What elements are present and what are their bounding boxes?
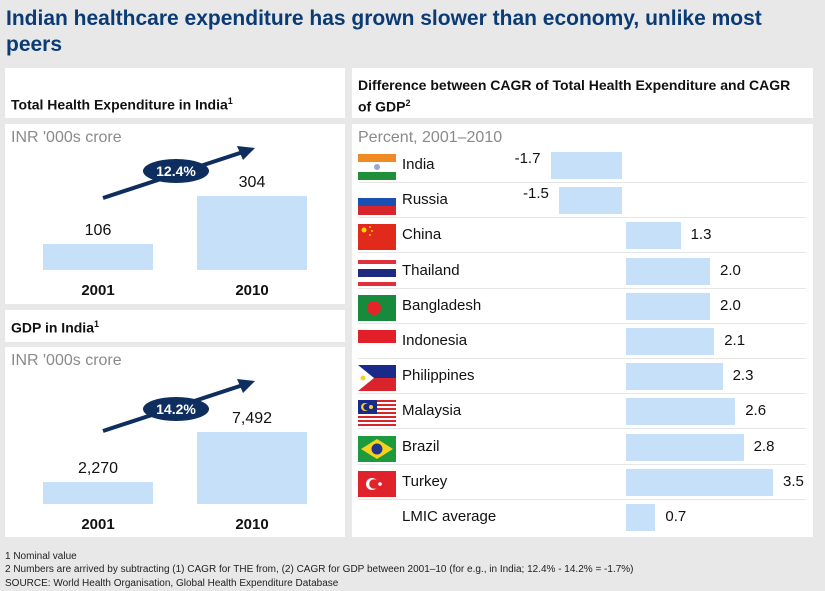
the-title-text: Total Health Expenditure in India [11,96,228,113]
footnote-ref: 1 [93,319,99,329]
gdp-title-text: GDP in India [11,319,94,336]
gdp-chart-title: GDP in India1 [11,319,99,336]
diff-bar [626,257,710,285]
the-chart-panel: INR '000s crore 12.4% 106 2001 304 2010 [5,124,345,304]
diff-bar [626,222,681,250]
the-unit-label: INR '000s crore [11,129,122,146]
china-flag-icon [358,224,396,251]
the-cagr-badge: 12.4% [143,159,209,183]
diff-chart-panel: Percent, 2001–2010 India -1.7 Russia -1.5 Ch… [352,124,813,537]
country-row: Thailand 2.0 [358,254,806,289]
footnote-1: 1 Nominal value [5,551,77,562]
country-row: India -1.7 [358,148,806,183]
diff-value-label: 0.7 [665,508,687,525]
diff-value-label: 3.5 [783,472,804,490]
diff-value-label: 2.3 [732,367,754,385]
country-name: Brazil [402,437,440,455]
country-row: Brazil 2.8 [358,430,806,465]
indonesia-flag-icon [358,330,396,356]
country-name: Thailand [402,261,460,279]
country-row: China 1.3 [358,218,806,254]
diff-title-text: Difference between CAGR of Total Health … [358,77,791,115]
arrow-head-icon [237,146,255,160]
country-name: LMIC average [402,508,497,525]
country-name: Philippines [402,367,475,385]
diff-rows: India -1.7 Russia -1.5 China 1.3 Thailand 2.0 Ba… [352,148,813,538]
country-row: Philippines 2.3 [358,359,806,395]
gdp-category-label: 2010 [235,516,269,533]
russia-flag-icon [358,189,396,216]
turkey-flag-icon [358,470,396,497]
country-row: Turkey 3.5 [358,465,806,500]
diff-value-label: 2.0 [720,296,741,314]
country-row: Malaysia 2.6 [358,394,806,430]
brazil-flag-icon [358,435,396,462]
country-name: India [402,156,435,173]
country-row: Bangladesh 2.0 [358,289,806,324]
gdp-value-label: 7,492 [231,410,273,427]
diff-unit-label: Percent, 2001–2010 [358,129,503,146]
diff-chart-title: Difference between CAGR of Total Health … [358,76,798,116]
diff-value-label: 1.3 [690,226,712,244]
country-row: Russia -1.5 [358,183,806,219]
diff-bar [626,363,723,391]
diff-bar [626,398,736,426]
diff-value-label: 2.8 [753,437,775,455]
diff-bar [550,152,622,179]
the-value-label: 304 [238,174,266,191]
bangladesh-flag-icon [358,294,396,321]
malaysia-flag-icon [358,400,396,427]
country-name: Russia [402,191,448,209]
diff-bar [626,328,715,355]
gdp-chart-panel: INR '000s crore 14.2% 2,270 2001 7,492 2010 [5,347,345,537]
footnote-2: 2 Numbers are arrived by subtracting (1)… [5,564,634,575]
diff-bar [626,433,744,461]
arrow-head-icon [237,379,255,393]
footnote-ref: 1 [227,96,233,106]
diff-bar [626,468,773,496]
india-flag-icon [358,154,396,180]
the-category-label: 2001 [81,282,115,299]
page-title: Indian healthcare expenditure has grown … [6,7,762,56]
diff-bar [626,292,710,320]
country-name: Bangladesh [402,296,482,314]
footnote-ref: 2 [405,98,411,108]
diff-value-label: -1.7 [514,150,541,167]
country-name: Malaysia [402,402,462,420]
diff-value-label: 2.6 [745,402,767,420]
gdp-unit-label: INR '000s crore [11,352,122,369]
gdp-bar-2010 [197,432,307,504]
the-category-label: 2010 [235,282,269,299]
country-name: Indonesia [402,332,468,349]
diff-value-label: -1.5 [523,185,549,203]
country-name: Turkey [402,472,448,490]
philippines-flag-icon [358,365,396,392]
diff-header-panel: Difference between CAGR of Total Health … [352,68,813,118]
gdp-value-label: 2,270 [77,460,119,478]
diff-value-label: 2.0 [720,261,741,279]
the-bar-2010 [197,196,307,270]
gdp-cagr-badge: 14.2% [143,397,209,421]
diff-bar [626,504,656,531]
the-value-label: 106 [84,222,112,240]
source-note: SOURCE: World Health Organisation, Globa… [5,578,339,589]
diff-value-label: 2.1 [724,332,746,349]
gdp-category-label: 2001 [81,516,115,533]
diff-bar [559,187,622,215]
the-chart-title: Total Health Expenditure in India1 [11,96,233,113]
the-header-panel: Total Health Expenditure in India1 [5,68,345,118]
thailand-flag-icon [358,259,396,286]
country-row: LMIC average 0.7 [358,500,806,535]
the-bar-2001 [43,244,153,270]
country-row: Indonesia 2.1 [358,324,806,359]
gdp-bar-2001 [43,482,153,504]
gdp-header-panel: GDP in India1 [5,310,345,342]
country-name: China [402,226,442,244]
